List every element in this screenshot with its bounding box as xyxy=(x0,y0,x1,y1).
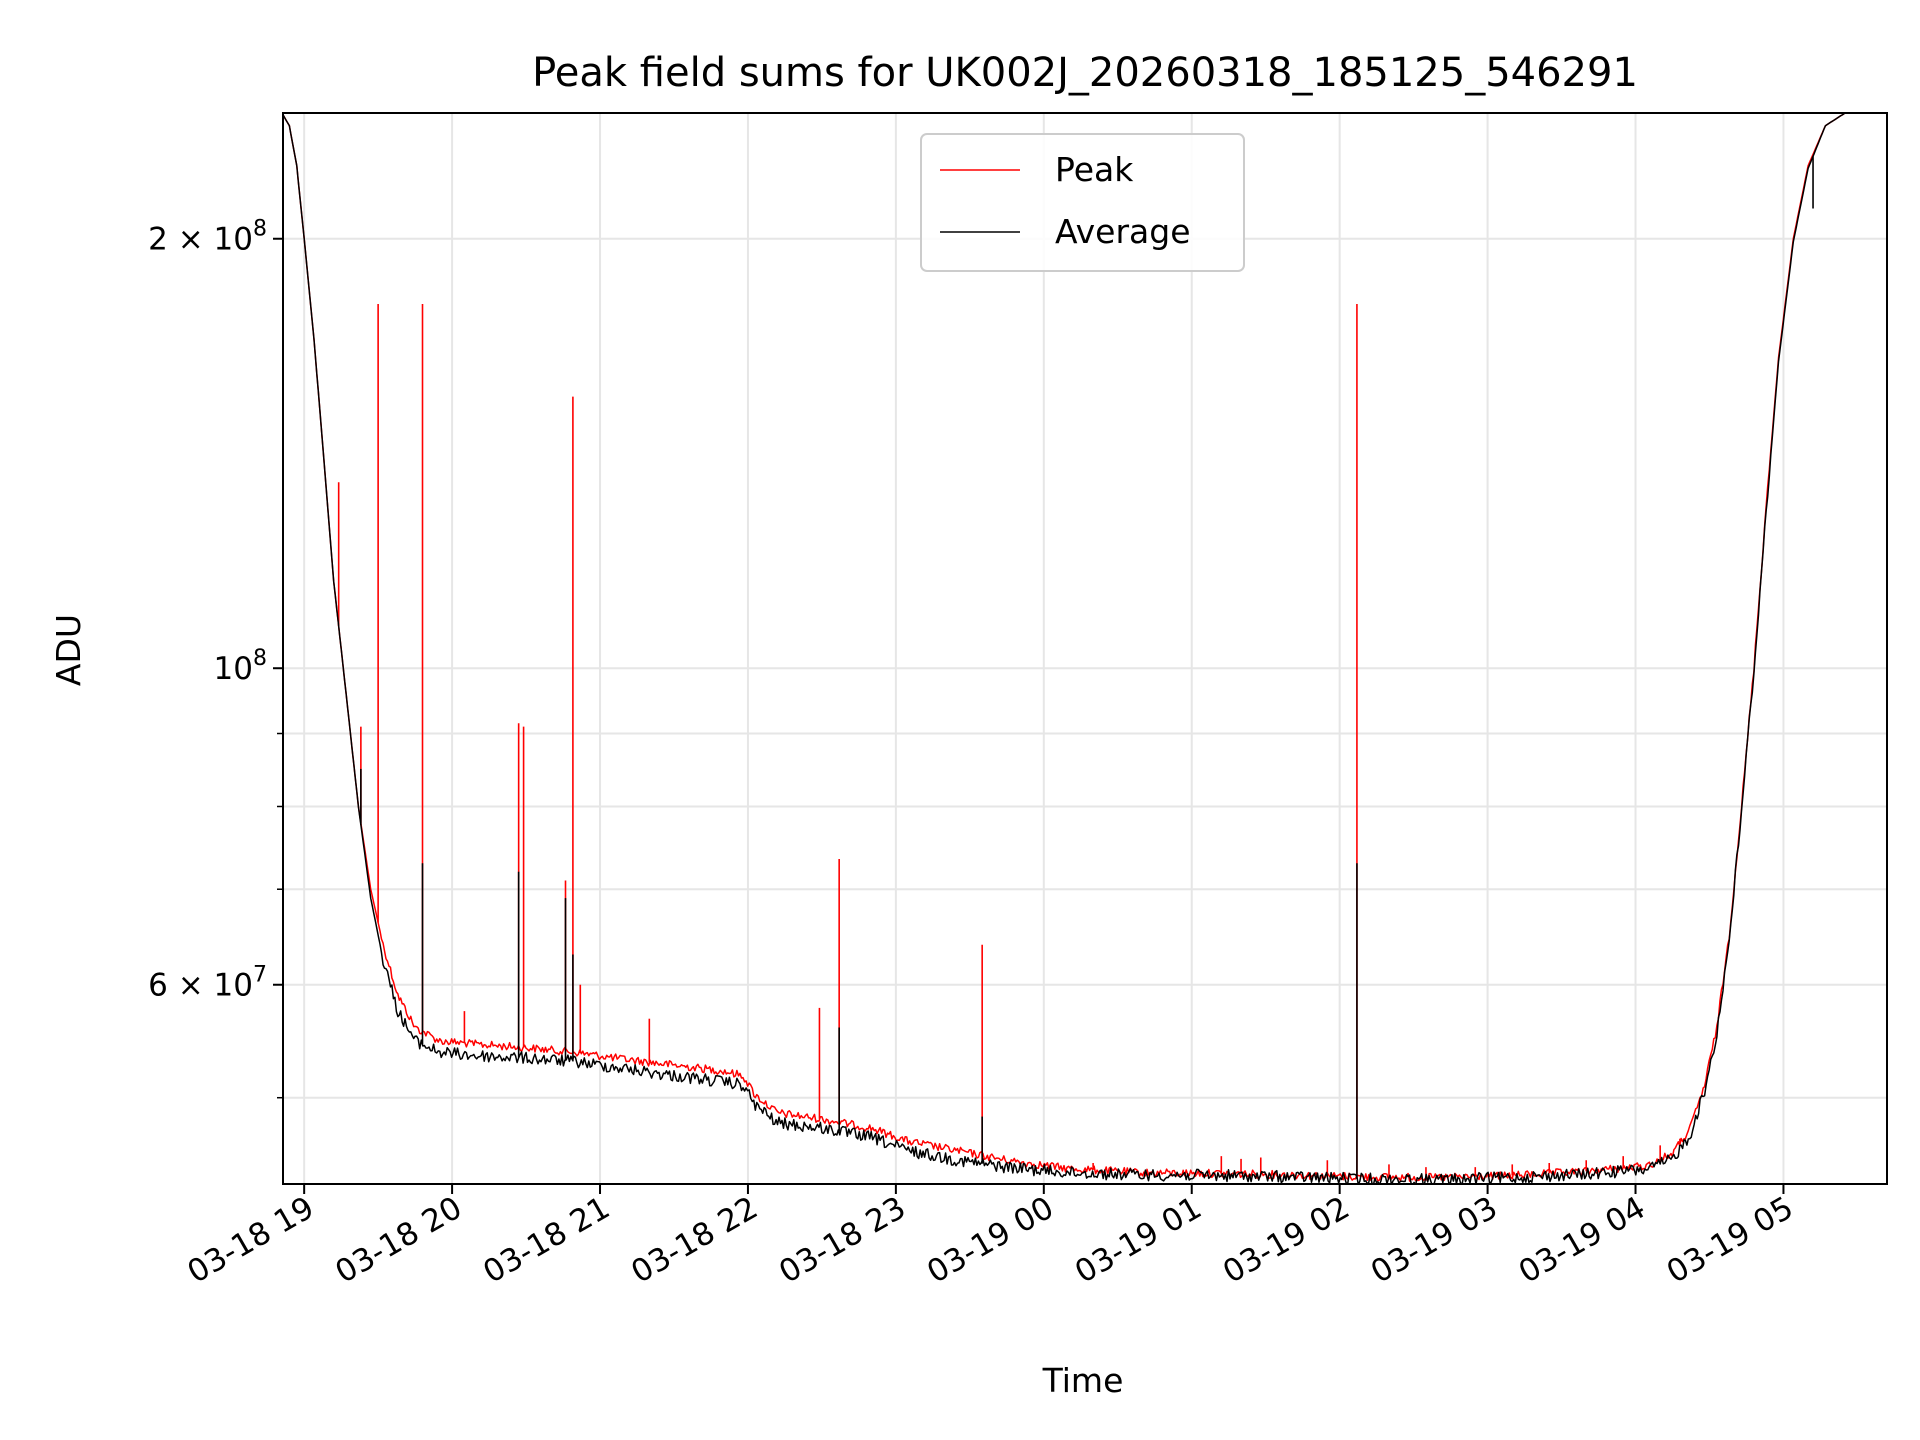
axes-frame xyxy=(282,112,1888,1185)
chart-title: Peak field sums for UK002J_20260318_1851… xyxy=(532,50,1638,96)
x-axis-label: Time xyxy=(1042,1361,1124,1400)
plot-area xyxy=(283,113,1887,1184)
legend-label-peak: Peak xyxy=(1055,150,1134,189)
y-axis: 108 2 × 108 6 × 107 xyxy=(148,217,283,1099)
y-tick-label: 6 × 107 xyxy=(148,963,267,1004)
grid xyxy=(283,113,1887,1184)
legend-label-average: Average xyxy=(1055,212,1191,251)
series-line-average xyxy=(283,113,1887,1184)
y-tick-label: 108 xyxy=(214,646,267,687)
legend: Peak Average xyxy=(920,133,1245,272)
y-tick-label: 2 × 108 xyxy=(148,217,267,258)
y-axis-label: ADU xyxy=(49,614,88,686)
series-average xyxy=(283,113,1887,1184)
series-layer xyxy=(283,113,1887,1184)
legend-box xyxy=(920,133,1245,272)
